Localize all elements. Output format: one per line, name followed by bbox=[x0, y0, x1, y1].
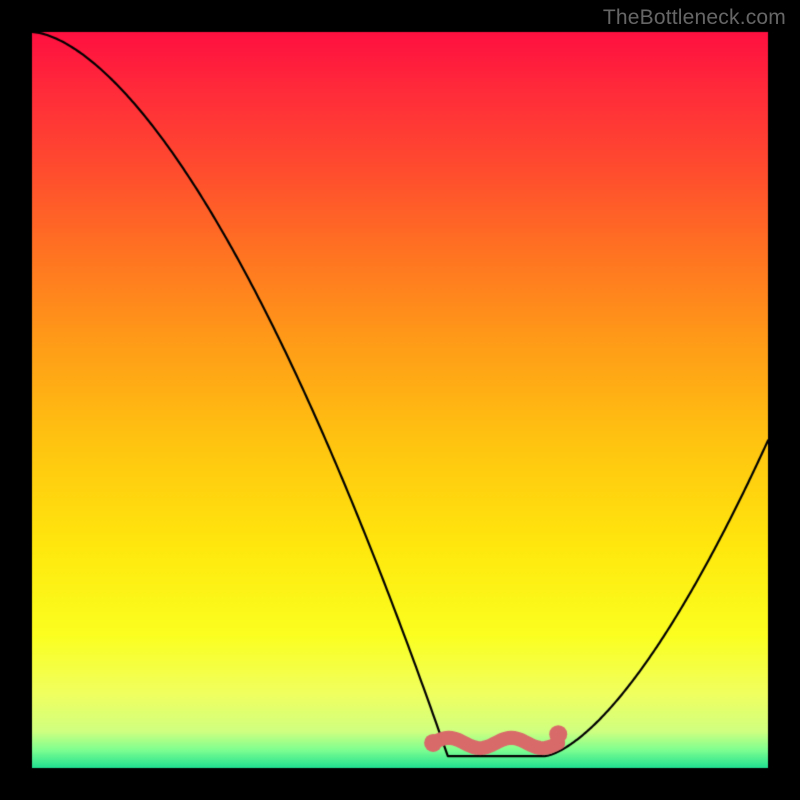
bottleneck-chart-canvas bbox=[0, 0, 800, 800]
watermark-text: TheBottleneck.com bbox=[603, 6, 786, 30]
chart-stage: TheBottleneck.com bbox=[0, 0, 800, 800]
